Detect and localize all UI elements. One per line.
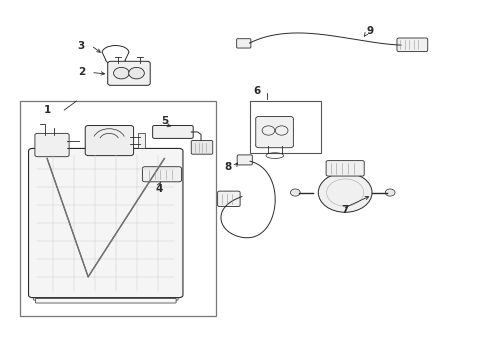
FancyBboxPatch shape [237, 155, 252, 165]
FancyBboxPatch shape [35, 298, 176, 303]
FancyBboxPatch shape [153, 126, 193, 138]
Text: 9: 9 [366, 26, 373, 36]
Circle shape [114, 67, 129, 79]
FancyBboxPatch shape [143, 167, 181, 182]
FancyBboxPatch shape [31, 293, 180, 297]
Bar [138, 134, 145, 148]
FancyBboxPatch shape [85, 126, 134, 156]
Circle shape [291, 189, 300, 196]
FancyBboxPatch shape [35, 134, 69, 157]
Circle shape [129, 67, 145, 79]
FancyBboxPatch shape [218, 191, 240, 207]
Text: 3: 3 [78, 41, 85, 50]
FancyBboxPatch shape [28, 148, 183, 298]
FancyBboxPatch shape [191, 140, 213, 154]
FancyBboxPatch shape [33, 296, 178, 300]
FancyBboxPatch shape [326, 161, 364, 176]
Text: 8: 8 [224, 162, 231, 172]
FancyBboxPatch shape [256, 117, 294, 148]
Bar [20, 101, 216, 316]
FancyBboxPatch shape [108, 61, 150, 85]
Text: 4: 4 [156, 184, 163, 194]
FancyBboxPatch shape [397, 38, 428, 51]
Text: 7: 7 [342, 206, 349, 216]
Text: 6: 6 [254, 86, 261, 96]
Circle shape [318, 173, 372, 212]
Circle shape [385, 189, 395, 196]
Text: 1: 1 [44, 105, 51, 115]
FancyBboxPatch shape [237, 39, 251, 48]
Text: 5: 5 [161, 116, 168, 126]
Bar [250, 101, 321, 153]
Text: 2: 2 [78, 67, 85, 77]
